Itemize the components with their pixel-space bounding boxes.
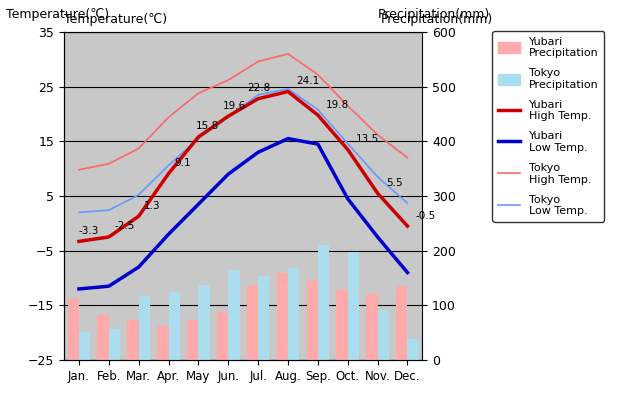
Bar <box>168 292 180 360</box>
Text: 24.1: 24.1 <box>296 76 319 86</box>
Bar <box>348 252 359 360</box>
Text: 9.1: 9.1 <box>174 158 191 168</box>
Text: Temperature(℃): Temperature(℃) <box>64 13 167 26</box>
Text: -0.5: -0.5 <box>416 210 436 220</box>
Bar <box>307 280 318 360</box>
Text: 19.8: 19.8 <box>326 100 349 110</box>
Bar <box>318 245 329 360</box>
Bar <box>187 320 198 360</box>
Legend: Yubari
Precipitation, Tokyo
Precipitation, Yubari
High Temp., Yubari
Low Temp., : Yubari Precipitation, Tokyo Precipitatio… <box>492 31 604 222</box>
Text: 5.5: 5.5 <box>386 178 403 188</box>
Bar <box>378 310 389 360</box>
Text: Precipitation(mm): Precipitation(mm) <box>381 13 493 26</box>
Bar <box>337 290 348 360</box>
Bar <box>68 298 79 360</box>
Text: 13.5: 13.5 <box>356 134 380 144</box>
Bar <box>288 268 300 360</box>
Bar <box>258 276 269 360</box>
Bar <box>366 294 378 360</box>
Bar <box>247 284 258 360</box>
Bar <box>79 332 90 360</box>
Bar <box>198 284 210 360</box>
Text: -2.5: -2.5 <box>115 222 135 232</box>
Bar <box>217 312 228 360</box>
Text: 15.8: 15.8 <box>196 122 219 132</box>
Bar <box>97 315 109 360</box>
Bar <box>139 296 150 360</box>
Text: Temperature(℃): Temperature(℃) <box>6 8 109 21</box>
Bar <box>276 272 288 360</box>
Text: -3.3: -3.3 <box>79 226 99 236</box>
Bar <box>127 320 139 360</box>
Bar <box>396 286 408 360</box>
Text: 22.8: 22.8 <box>247 83 270 93</box>
Text: Precipitation(mm): Precipitation(mm) <box>378 8 490 21</box>
Text: 19.6: 19.6 <box>223 101 246 111</box>
Bar <box>408 339 419 360</box>
Bar <box>157 326 168 360</box>
Bar <box>228 270 239 360</box>
Bar <box>109 329 120 360</box>
Text: 1.3: 1.3 <box>144 201 161 211</box>
